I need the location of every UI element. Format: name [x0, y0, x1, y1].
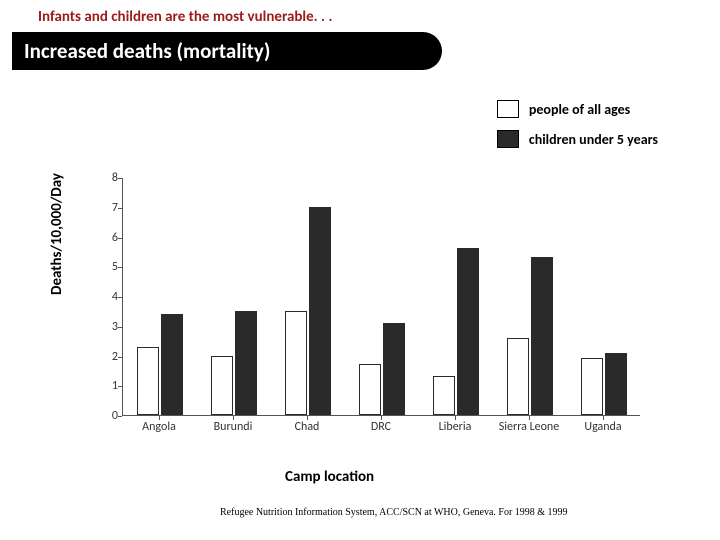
x-tick-mark: [381, 416, 382, 420]
legend: people of all ages children under 5 year…: [497, 100, 658, 160]
y-tick-mark: [118, 178, 122, 179]
bar: [161, 314, 183, 415]
x-tick-mark: [233, 416, 234, 420]
y-tick-mark: [118, 357, 122, 358]
bar: [309, 207, 331, 415]
subtitle: Infants and children are the most vulner…: [38, 8, 332, 26]
y-tick-mark: [118, 386, 122, 387]
x-tick-label: Burundi: [196, 420, 270, 434]
x-tick-label: Liberia: [418, 420, 492, 434]
source-citation: Refugee Nutrition Information System, AC…: [220, 507, 568, 518]
bar: [507, 338, 529, 415]
plot-area: [122, 178, 640, 416]
y-tick-mark: [118, 297, 122, 298]
y-tick-mark: [118, 208, 122, 209]
bar: [137, 347, 159, 415]
y-tick-mark: [118, 238, 122, 239]
x-tick-mark: [159, 416, 160, 420]
bar: [605, 353, 627, 415]
legend-swatch-filled: [497, 130, 519, 148]
legend-label: children under 5 years: [529, 131, 658, 148]
chart: 012345678 AngolaBurundiChadDRCLiberiaSie…: [100, 178, 640, 438]
legend-label: people of all ages: [529, 101, 630, 118]
x-axis-label: Camp location: [285, 468, 374, 486]
x-tick-label: Uganda: [566, 420, 640, 434]
x-tick-label: Sierra Leone: [492, 420, 566, 434]
bar: [359, 364, 381, 415]
bar: [235, 311, 257, 415]
y-tick-mark: [118, 267, 122, 268]
bar: [383, 323, 405, 415]
legend-swatch-hollow: [497, 100, 519, 118]
bar: [581, 358, 603, 415]
x-tick-mark: [603, 416, 604, 420]
x-tick-mark: [529, 416, 530, 420]
legend-item: children under 5 years: [497, 130, 658, 148]
page-title: Increased deaths (mortality): [12, 32, 442, 70]
bar: [211, 356, 233, 416]
bar: [433, 376, 455, 415]
bar: [531, 257, 553, 415]
legend-item: people of all ages: [497, 100, 658, 118]
y-tick-mark: [118, 327, 122, 328]
x-tick-label: Chad: [270, 420, 344, 434]
y-axis-label: Deaths/10,000/Day: [48, 173, 66, 295]
y-tick-mark: [118, 416, 122, 417]
x-tick-label: Angola: [122, 420, 196, 434]
x-tick-mark: [455, 416, 456, 420]
bar: [285, 311, 307, 415]
x-tick-label: DRC: [344, 420, 418, 434]
bar: [457, 248, 479, 415]
x-tick-mark: [307, 416, 308, 420]
